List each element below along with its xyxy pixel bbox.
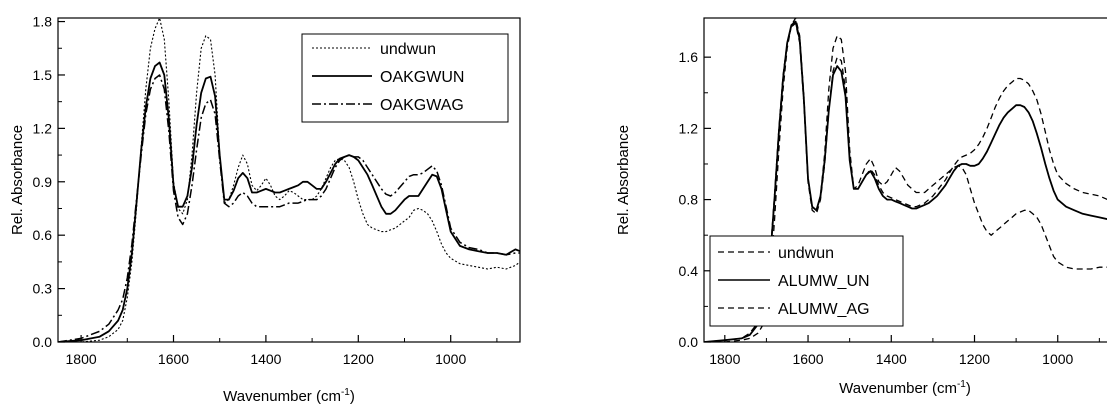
y-axis-title-right: Rel. Absorbance xyxy=(615,125,632,235)
x-axis-title-sup-right: -1 xyxy=(957,379,966,390)
y-tick-label-left-3: 0.9 xyxy=(33,174,53,190)
x-tick-label-right-1600: 1600 xyxy=(792,351,823,367)
legend-box-right xyxy=(709,235,904,327)
chart-panel-left: 1800 1600 1400 1200 1000 0.0 0.3 0.6 0.9 1.2 1.5 1… xyxy=(9,14,521,405)
legend-label-oakgwag: OAKGWAG xyxy=(380,97,464,114)
legend-label-alumw-un: ALUMW_UN xyxy=(778,273,870,290)
x-tick-label-left-1400: 1400 xyxy=(250,351,281,367)
series-line-alumw-ag-right xyxy=(704,22,1107,342)
legend-right: undwun ALUMW_UN ALUMW_AG xyxy=(709,235,904,327)
y-tick-label-left-0: 0.0 xyxy=(33,334,53,350)
y-axis-title-left: Rel. Absorbance xyxy=(9,125,26,235)
x-tick-label-right-1800: 1800 xyxy=(709,351,740,367)
legend-label-alumw-ag: ALUMW_AG xyxy=(778,301,870,318)
series-line-oakgwun-left xyxy=(58,61,520,342)
x-axis-title-main-left: Wavenumber (cm xyxy=(223,388,341,405)
legend-label-oakgwun: OAKGWUN xyxy=(380,69,464,86)
x-axis-title-left: Wavenumber (cm-1) xyxy=(223,387,355,405)
series-line-alumw-un-right xyxy=(704,20,1107,342)
x-axis-title-sup-left: -1 xyxy=(341,387,350,398)
x-tick-label-left-1600: 1600 xyxy=(158,351,189,367)
y-tick-label-right-2: 0.8 xyxy=(679,192,699,208)
legend-label-undwun-left: undwun xyxy=(380,41,436,58)
series-line-undwun-left xyxy=(58,18,520,342)
y-tick-label-left-5: 1.5 xyxy=(33,67,53,83)
x-tick-label-right-1200: 1200 xyxy=(959,351,990,367)
y-tick-label-left-1: 0.3 xyxy=(33,281,53,297)
series-line-oakgwag-left xyxy=(58,74,520,342)
y-tick-label-right-4: 1.6 xyxy=(679,49,699,65)
x-tick-label-right-1000: 1000 xyxy=(1042,351,1073,367)
y-tick-label-right-1: 0.4 xyxy=(679,263,699,279)
x-axis-title-close-right: ) xyxy=(966,380,971,397)
x-axis-title-close-left: ) xyxy=(350,388,355,405)
y-ticks-right: 0.0 0.4 0.8 1.2 1.6 xyxy=(679,49,711,350)
x-ticks-right: 1800 1600 1400 1200 1000 xyxy=(709,335,1100,367)
y-tick-label-left-6: 1.8 xyxy=(33,14,53,30)
y-ticks-left: 0.0 0.3 0.6 0.9 1.2 1.5 1.8 xyxy=(33,14,65,350)
x-axis-title-right: Wavenumber (cm-1) xyxy=(839,379,971,397)
legend-label-undwun-right: undwun xyxy=(778,245,834,262)
x-ticks-left: 1800 1600 1400 1200 1000 xyxy=(66,335,498,367)
x-tick-label-left-1800: 1800 xyxy=(66,351,97,367)
y-tick-label-right-3: 1.2 xyxy=(679,120,699,136)
series-layer-right xyxy=(704,18,1107,342)
plot-area-frame-left xyxy=(57,17,521,343)
series-layer-left xyxy=(58,18,520,342)
chart-panel-right: 1800 1600 1400 1200 1000 0.0 0.4 0.8 1.2 1.6 Rel… xyxy=(615,17,1107,397)
legend-left: undwun OAKGWUN OAKGWAG xyxy=(301,33,509,123)
y-tick-label-left-2: 0.6 xyxy=(33,227,53,243)
x-tick-label-left-1000: 1000 xyxy=(435,351,466,367)
x-tick-label-right-1400: 1400 xyxy=(876,351,907,367)
legend-box-left xyxy=(301,33,509,123)
y-tick-label-left-4: 1.2 xyxy=(33,120,53,136)
y-tick-label-right-0: 0.0 xyxy=(679,334,699,350)
x-axis-title-main-right: Wavenumber (cm xyxy=(839,380,957,397)
plot-area-frame-right xyxy=(703,17,1107,343)
x-tick-label-left-1200: 1200 xyxy=(343,351,374,367)
